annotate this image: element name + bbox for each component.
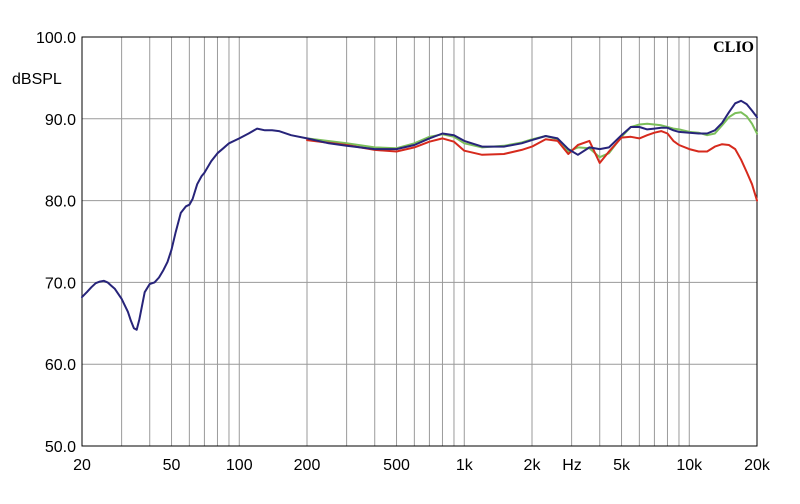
y-axis-label: dBSPL [12, 71, 62, 88]
x-tick-label: 1k [456, 457, 474, 474]
tick-labels: 20 50 100 200 500 1k 2k 5k 10k 20k 100.0 90.0 80.0 70… [36, 30, 771, 474]
x-tick-label: 5k [613, 457, 631, 474]
y-tick-label: 80.0 [45, 194, 76, 211]
x-tick-label: 10k [676, 457, 703, 474]
series-lines [81, 99, 758, 331]
x-tick-label: 500 [383, 457, 410, 474]
clio-brand-label: CLIO [713, 39, 754, 56]
y-tick-label: 70.0 [45, 275, 76, 292]
series-line-2 [306, 130, 758, 202]
x-axis-unit-label: Hz [562, 457, 582, 474]
y-tick-label: 60.0 [45, 357, 76, 374]
y-tick-label: 100.0 [36, 30, 76, 47]
y-tick-label: 50.0 [45, 439, 76, 456]
grid [82, 37, 757, 446]
x-tick-label: 100 [226, 457, 253, 474]
series-line-3 [81, 99, 758, 331]
x-tick-label: 20k [744, 457, 771, 474]
x-tick-label: 20 [73, 457, 91, 474]
x-tick-label: 2k [524, 457, 542, 474]
x-tick-label: 50 [163, 457, 181, 474]
y-tick-label: 90.0 [45, 112, 76, 129]
x-tick-label: 200 [294, 457, 321, 474]
plot-frame [81, 36, 758, 447]
